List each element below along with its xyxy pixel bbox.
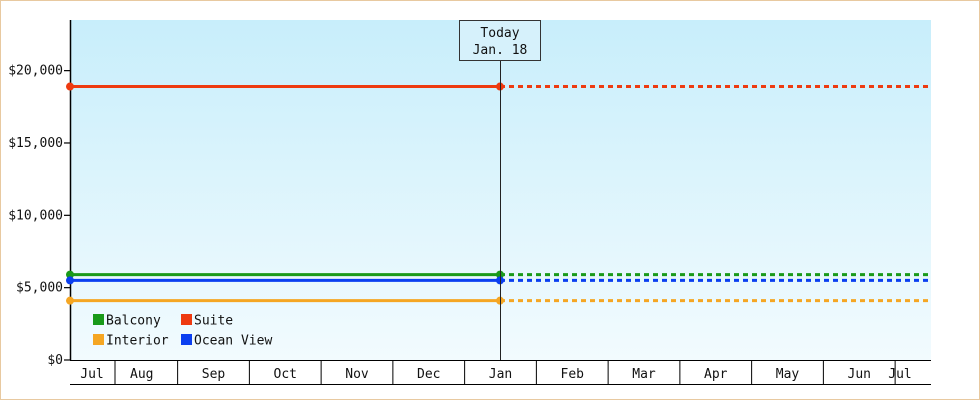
x-tick-label: Apr [704, 367, 728, 382]
legend: Balcony Suite Interior Ocean View [93, 314, 272, 349]
x-tick-label: Aug [130, 367, 153, 382]
series-point [66, 82, 74, 91]
today-label-box [459, 20, 541, 61]
x-tick-label: Sep [202, 367, 226, 382]
legend-label: Suite [194, 314, 233, 329]
y-tick-label: $0 [47, 353, 63, 368]
legend-swatch [181, 314, 192, 325]
today-label: Today [480, 26, 519, 41]
y-tick-label: $10,000 [8, 208, 63, 223]
y-tick-label: $15,000 [8, 136, 63, 151]
series-point [66, 270, 74, 279]
x-tick-label: Jun [848, 367, 871, 382]
today-date: Jan. 18 [473, 43, 528, 58]
legend-label: Balcony [106, 314, 161, 329]
x-tick-label: Dec [417, 367, 440, 382]
x-tick-label: May [776, 367, 800, 382]
y-axis: $0 $5,000 $10,000 $15,000 $20,000 [8, 20, 72, 368]
x-tick-label: Mar [632, 367, 656, 382]
x-axis: Jul Aug Sep Oct Nov Dec Jan Feb Mar Apr May Jun Jul [70, 360, 931, 385]
y-tick-label: $20,000 [8, 64, 63, 79]
legend-swatch [93, 314, 104, 325]
today-marker: Today Jan. 18 [459, 20, 541, 360]
legend-label: Ocean View [194, 334, 272, 349]
legend-label: Interior [106, 334, 169, 349]
x-tick-label: Jul [80, 367, 103, 382]
legend-swatch [93, 334, 104, 345]
y-tick-label: $5,000 [16, 281, 63, 296]
x-tick-label: Feb [561, 367, 585, 382]
x-tick-label: Nov [345, 367, 369, 382]
series-point [66, 296, 74, 305]
x-tick-label: Jul [888, 367, 911, 382]
legend-swatch [181, 334, 192, 345]
x-tick-label: Oct [274, 367, 297, 382]
series-point [66, 276, 74, 285]
x-tick-label: Jan [489, 367, 512, 382]
